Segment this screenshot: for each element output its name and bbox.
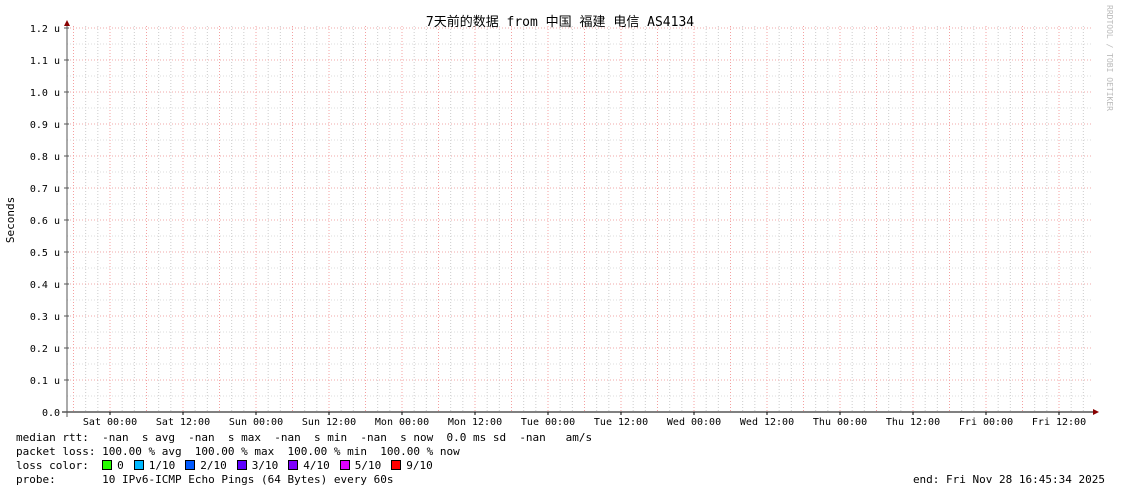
y-tick-label: 0.0 — [42, 408, 60, 419]
x-tick-label: Mon 12:00 — [448, 417, 502, 428]
loss-color-item: 0 — [102, 459, 124, 472]
probe-label: probe: — [16, 473, 56, 486]
smokeping-chart: 7天前的数据 from 中国 福建 电信 AS4134 Seconds RRDT… — [4, 5, 1114, 428]
legend-loss-color: loss color: 0 1/10 2/10 3/10 4/10 5/10 9/10 — [16, 459, 443, 473]
loss-color-label: 9/10 — [406, 459, 433, 472]
y-ticks: 0.0 0.1 u 0.2 u 0.3 u 0.4 u 0.5 u 0.6 u 0.7 u 0.… — [30, 24, 69, 419]
probe-value: 10 IPv6-ICMP Echo Pings (64 Bytes) every… — [102, 473, 394, 486]
loss-color-swatch — [339, 460, 350, 470]
y-tick-label: 1.1 u — [30, 56, 60, 67]
y-tick-label: 0.3 u — [30, 312, 60, 323]
y-tick-label: 1.0 u — [30, 88, 60, 99]
x-tick-label: Thu 00:00 — [813, 417, 867, 428]
loss-color-label: 3/10 — [251, 459, 279, 472]
loss-color-item: 4/10 — [288, 459, 330, 472]
x-tick-label: Wed 00:00 — [667, 417, 721, 428]
loss-color-swatch — [391, 460, 402, 470]
y-axis-label: Seconds — [4, 197, 17, 243]
loss-color-item: 1/10 — [133, 459, 176, 472]
x-tick-label: Tue 12:00 — [594, 417, 648, 428]
y-tick-label: 0.7 u — [30, 184, 60, 195]
loss-color-item: 3/10 — [236, 459, 279, 472]
x-tick-label: Tue 00:00 — [521, 417, 575, 428]
x-tick-label: Mon 00:00 — [375, 417, 429, 428]
loss-color-label: 0 — [117, 459, 124, 472]
x-tick-label: Wed 12:00 — [740, 417, 794, 428]
legend-probe: probe: 10 IPv6-ICMP Echo Pings (64 Bytes… — [16, 473, 394, 487]
loss-color-swatch — [288, 460, 299, 470]
legend-packet-loss: packet loss: 100.00 % avg 100.00 % max 1… — [16, 445, 460, 458]
chart-title: 7天前的数据 from 中国 福建 电信 AS4134 — [426, 14, 694, 30]
legend-median-rtt: median rtt: -nan s avg -nan s max -nan s… — [16, 431, 593, 444]
x-ticks: Sat 00:00 Sat 12:00 Sun 00:00 Sun 12:00 Mon … — [83, 412, 1086, 428]
y-tick-label: 0.1 u — [30, 376, 60, 387]
loss-color-label: loss color: — [16, 459, 89, 472]
y-axis-arrow — [64, 20, 70, 26]
watermark: RRDTOOL / TOBI OETIKER — [1105, 5, 1114, 111]
y-tick-label: 0.9 u — [30, 120, 60, 131]
loss-color-item: 2/10 — [185, 459, 227, 472]
loss-color-swatch — [185, 460, 196, 470]
y-tick-label: 0.2 u — [30, 344, 60, 355]
loss-color-swatch — [133, 460, 144, 470]
x-tick-label: Thu 12:00 — [886, 417, 940, 428]
grid — [67, 26, 1093, 412]
end-time: end: Fri Nov 28 16:45:34 2025 — [912, 473, 1105, 486]
y-tick-label: 0.8 u — [30, 152, 60, 163]
loss-color-label: 2/10 — [200, 459, 227, 472]
x-tick-label: Fri 00:00 — [959, 417, 1013, 428]
x-tick-label: Sun 00:00 — [229, 417, 283, 428]
y-tick-label: 1.2 u — [30, 24, 60, 35]
x-tick-label: Sat 00:00 — [83, 417, 137, 428]
y-tick-label: 0.6 u — [30, 216, 60, 227]
loss-color-label: 1/10 — [148, 459, 176, 472]
x-tick-label: Sun 12:00 — [302, 417, 356, 428]
x-tick-label: Sat 12:00 — [156, 417, 210, 428]
loss-color-label: 4/10 — [303, 459, 330, 472]
y-tick-label: 0.5 u — [30, 248, 60, 259]
y-tick-label: 0.4 u — [30, 280, 60, 291]
loss-color-item: 9/10 — [391, 459, 433, 472]
loss-color-label: 5/10 — [354, 459, 382, 472]
loss-color-swatch — [236, 460, 247, 470]
x-axis-arrow — [1093, 409, 1099, 415]
loss-color-item: 5/10 — [339, 459, 382, 472]
x-tick-label: Fri 12:00 — [1032, 417, 1086, 428]
loss-color-swatch — [102, 460, 113, 470]
